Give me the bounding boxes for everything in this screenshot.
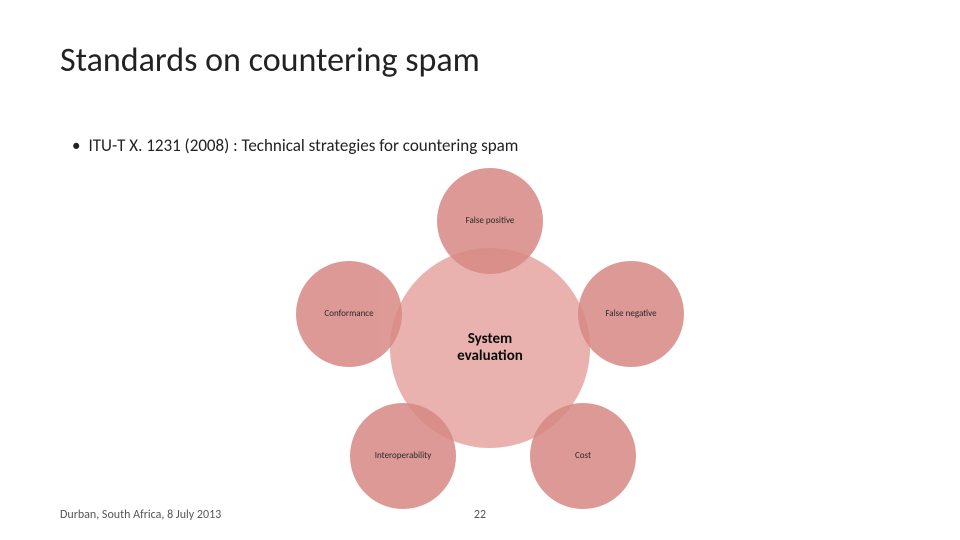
bullet-line: • ITU-T X. 1231 (2008) : Technical strate… <box>72 135 518 156</box>
diagram-petal-label-4: Conformance <box>324 309 373 319</box>
diagram-petal-label-0: False positive <box>466 216 515 226</box>
diagram-center-label: Systemevaluation <box>457 331 523 366</box>
diagram-petal-label-1: False negative <box>605 309 656 319</box>
diagram-petal-2: Cost <box>530 403 636 509</box>
footer-location-date: Durban, South Africa, 8 July 2013 <box>60 508 221 522</box>
bullet-marker: • <box>72 135 80 156</box>
diagram-petal-4: Conformance <box>296 261 402 367</box>
system-evaluation-diagram: Systemevaluation False positive False neg… <box>290 168 690 498</box>
diagram-petal-label-2: Cost <box>575 451 591 461</box>
diagram-petal-0: False positive <box>437 168 543 274</box>
diagram-petal-label-3: Interoperability <box>375 451 432 461</box>
diagram-petal-3: Interoperability <box>350 403 456 509</box>
bullet-text: ITU-T X. 1231 (2008) : Technical strateg… <box>88 135 518 156</box>
diagram-petal-1: False negative <box>578 261 684 367</box>
page-title: Standards on countering spam <box>60 40 480 81</box>
footer-page-number: 22 <box>474 508 486 522</box>
